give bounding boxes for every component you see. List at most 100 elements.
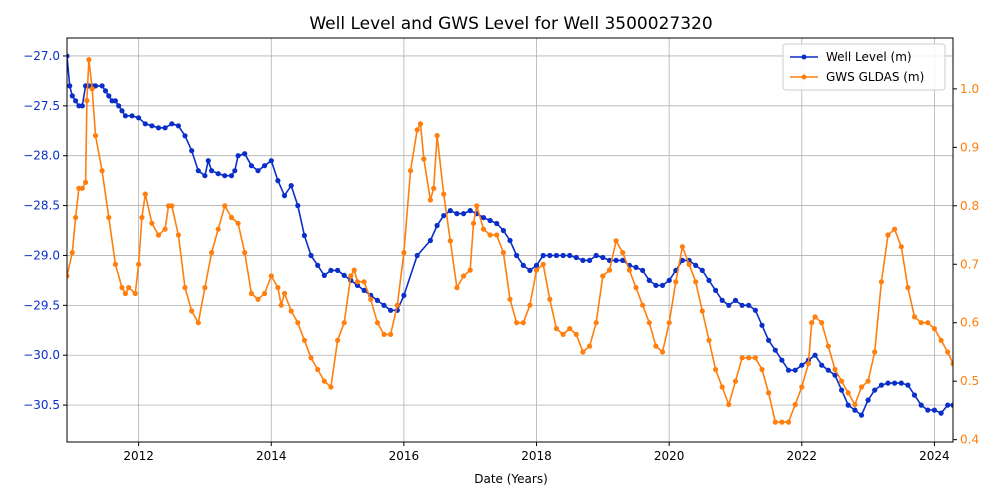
series-point-1 xyxy=(209,250,215,256)
series-point-1 xyxy=(567,326,573,332)
series-point-1 xyxy=(99,168,105,174)
series-point-1 xyxy=(839,378,845,384)
series-point-1 xyxy=(759,366,765,373)
series-point-1 xyxy=(84,98,90,104)
series-point-1 xyxy=(335,337,341,343)
series-point-1 xyxy=(911,314,918,320)
series-point-0 xyxy=(693,262,699,268)
series-point-1 xyxy=(215,226,221,232)
series-point-0 xyxy=(487,217,493,224)
series-point-0 xyxy=(547,252,553,259)
series-point-1 xyxy=(431,185,437,191)
series-point-1 xyxy=(646,320,652,326)
y-right-tick-label: 1.0 xyxy=(960,82,979,96)
series-point-0 xyxy=(533,262,540,268)
series-point-0 xyxy=(335,267,341,273)
series-point-1 xyxy=(122,290,128,297)
series-point-1 xyxy=(417,121,424,127)
series-point-1 xyxy=(699,308,705,314)
series-point-1 xyxy=(872,349,878,355)
series-point-0 xyxy=(447,208,453,214)
plot-frame xyxy=(66,37,954,443)
series-point-1 xyxy=(713,366,719,373)
series-point-0 xyxy=(520,262,526,268)
y-right-tick-label: 0.4 xyxy=(960,433,979,447)
series-point-0 xyxy=(209,168,215,174)
series-point-0 xyxy=(739,302,745,308)
series-point-1 xyxy=(819,320,825,326)
x-axis-ticks: 2012 2014 2016 2018 2020 2022 2024 xyxy=(123,442,950,463)
series-point-1 xyxy=(520,320,526,326)
series-point-0 xyxy=(799,362,805,368)
series-point-1 xyxy=(361,279,367,285)
series-point-0 xyxy=(175,123,181,129)
series-point-1 xyxy=(693,279,699,285)
series-point-1 xyxy=(401,250,407,256)
series-point-0 xyxy=(659,282,666,288)
series-point-0 xyxy=(713,287,719,293)
series-point-1 xyxy=(136,261,142,267)
series-point-1 xyxy=(514,320,520,326)
chart-title: Well Level and GWS Level for Well 350002… xyxy=(309,14,712,34)
series-point-0 xyxy=(262,163,268,169)
series-point-1 xyxy=(189,308,195,314)
series-point-1 xyxy=(533,267,540,273)
series-point-0 xyxy=(119,108,125,114)
series-point-1 xyxy=(633,285,639,291)
series-point-1 xyxy=(255,296,261,302)
series-point-1 xyxy=(112,261,118,267)
series-point-0 xyxy=(885,380,891,386)
series-point-0 xyxy=(480,215,487,221)
series-point-1 xyxy=(281,290,288,297)
series-point-0 xyxy=(205,158,211,164)
series-point-1 xyxy=(119,285,125,291)
y-axis-left-ticks: −27.0 −27.5 −28.0 −28.5 −29.0 −29.5 −30.0 −30.5 xyxy=(23,49,67,412)
y-left-tick-label: −27.0 xyxy=(23,49,60,63)
series-point-1 xyxy=(865,378,871,384)
series-point-1 xyxy=(67,273,70,279)
series-point-1 xyxy=(845,390,851,396)
series-point-0 xyxy=(414,252,420,259)
series-point-0 xyxy=(162,125,168,131)
series-point-1 xyxy=(686,261,692,267)
series-point-1 xyxy=(374,320,380,326)
series-point-0 xyxy=(759,322,765,328)
series-point-0 xyxy=(288,183,294,189)
x-axis-label: Date (Years) xyxy=(474,472,548,486)
series-point-1 xyxy=(779,419,785,425)
series-point-0 xyxy=(321,272,327,278)
series-point-1 xyxy=(368,296,374,302)
series-point-0 xyxy=(461,211,467,217)
series-point-0 xyxy=(706,277,712,283)
series-point-1 xyxy=(308,355,314,361)
series-point-0 xyxy=(106,93,112,99)
series-point-1 xyxy=(421,156,427,162)
series-point-0 xyxy=(122,113,128,119)
y-right-tick-label: 0.5 xyxy=(960,374,979,388)
series-point-1 xyxy=(653,343,659,349)
series-point-0 xyxy=(136,115,142,121)
series-point-0 xyxy=(69,93,75,99)
y-right-tick-label: 0.7 xyxy=(960,257,979,271)
series-point-0 xyxy=(527,267,533,273)
series-point-0 xyxy=(679,257,686,263)
series-point-1 xyxy=(149,220,155,226)
series-point-1 xyxy=(560,331,566,337)
series-point-1 xyxy=(950,361,953,367)
series-point-1 xyxy=(341,320,347,326)
series-1 xyxy=(67,57,953,425)
series-point-1 xyxy=(659,349,666,355)
series-point-1 xyxy=(885,232,891,238)
series-point-0 xyxy=(361,287,367,293)
series-point-1 xyxy=(726,402,732,408)
series-point-1 xyxy=(414,127,420,133)
series-point-1 xyxy=(262,290,268,297)
series-line-0 xyxy=(67,55,953,416)
series-point-1 xyxy=(938,337,944,343)
series-point-1 xyxy=(461,273,467,279)
series-point-0 xyxy=(878,382,885,388)
series-point-1 xyxy=(666,320,672,326)
series-point-0 xyxy=(92,83,99,89)
series-point-1 xyxy=(447,238,453,244)
series-point-1 xyxy=(394,302,400,308)
